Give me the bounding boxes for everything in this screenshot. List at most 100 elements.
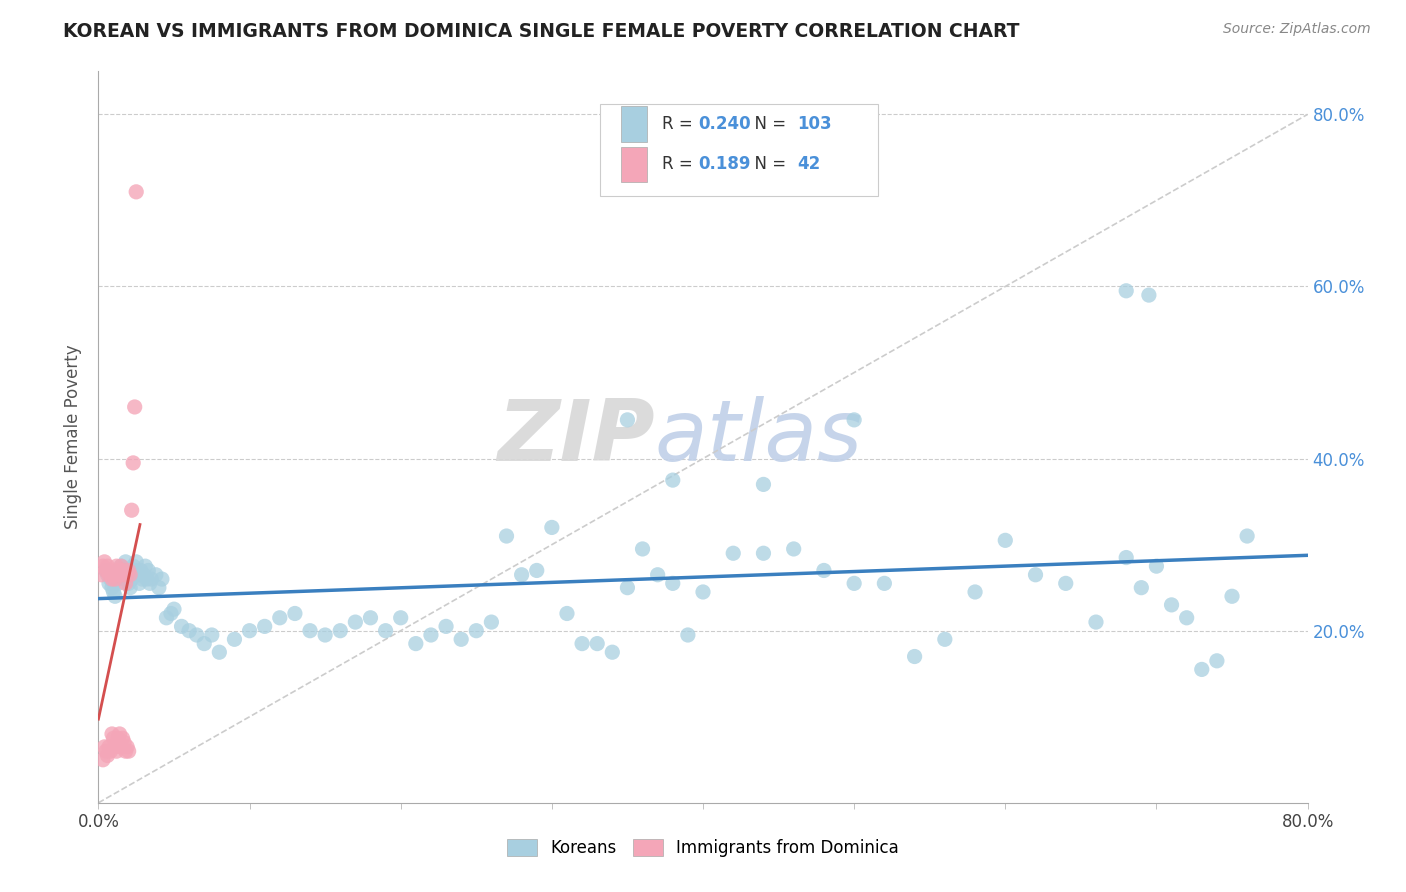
- Point: [120, 567, 142, 582]
- Point: [104, 589, 127, 603]
- Point: [101, 727, 124, 741]
- Point: [135, 572, 157, 586]
- Point: [253, 619, 276, 633]
- Point: [676, 628, 699, 642]
- Point: [284, 607, 307, 621]
- Point: [105, 744, 128, 758]
- Point: [752, 546, 775, 560]
- Point: [125, 185, 148, 199]
- Point: [844, 413, 866, 427]
- Point: [752, 477, 775, 491]
- Point: [96, 559, 118, 574]
- Point: [510, 567, 533, 582]
- Text: N =: N =: [744, 115, 792, 133]
- Point: [115, 567, 138, 582]
- Point: [160, 607, 183, 621]
- Point: [114, 744, 136, 758]
- Point: [420, 628, 443, 642]
- Y-axis label: Single Female Poverty: Single Female Poverty: [65, 345, 83, 529]
- Point: [661, 576, 683, 591]
- Point: [201, 628, 224, 642]
- Point: [540, 520, 562, 534]
- Point: [111, 564, 134, 578]
- Point: [118, 576, 141, 591]
- Point: [96, 567, 118, 582]
- Point: [495, 529, 517, 543]
- Point: [107, 576, 129, 591]
- Point: [269, 611, 291, 625]
- Point: [405, 637, 427, 651]
- Point: [571, 637, 593, 651]
- Point: [555, 607, 578, 621]
- Point: [994, 533, 1017, 548]
- Point: [450, 632, 472, 647]
- Point: [98, 739, 121, 754]
- Point: [125, 555, 148, 569]
- Text: ZIP: ZIP: [496, 395, 655, 479]
- Point: [526, 564, 548, 578]
- Text: Source: ZipAtlas.com: Source: ZipAtlas.com: [1223, 22, 1371, 37]
- Point: [481, 615, 503, 629]
- Point: [148, 581, 170, 595]
- Point: [118, 564, 141, 578]
- Point: [873, 576, 896, 591]
- Point: [389, 611, 412, 625]
- Point: [602, 645, 624, 659]
- Point: [105, 559, 128, 574]
- Point: [783, 541, 806, 556]
- Text: 103: 103: [797, 115, 832, 133]
- Point: [112, 735, 135, 749]
- Point: [1191, 662, 1213, 676]
- Point: [110, 559, 132, 574]
- Point: [344, 615, 367, 629]
- Point: [586, 637, 609, 651]
- Point: [108, 567, 131, 582]
- Point: [374, 624, 396, 638]
- Point: [1130, 581, 1153, 595]
- Point: [465, 624, 488, 638]
- Point: [111, 731, 134, 746]
- Point: [1085, 615, 1108, 629]
- Point: [114, 555, 136, 569]
- Point: [108, 567, 131, 582]
- Point: [101, 572, 124, 586]
- Point: [134, 559, 156, 574]
- Point: [93, 555, 115, 569]
- Point: [1206, 654, 1229, 668]
- Point: [193, 637, 215, 651]
- Point: [124, 400, 146, 414]
- Point: [94, 564, 117, 578]
- Point: [104, 572, 127, 586]
- Point: [723, 546, 745, 560]
- Point: [329, 624, 352, 638]
- Point: [122, 559, 145, 574]
- Point: [1220, 589, 1243, 603]
- FancyBboxPatch shape: [621, 147, 647, 182]
- Point: [100, 564, 122, 578]
- Point: [107, 564, 129, 578]
- Point: [314, 628, 336, 642]
- Point: [692, 585, 714, 599]
- Text: N =: N =: [744, 155, 792, 173]
- Point: [934, 632, 956, 647]
- Point: [103, 567, 125, 582]
- Point: [145, 567, 167, 582]
- Point: [208, 645, 231, 659]
- Point: [101, 581, 124, 595]
- Point: [90, 567, 112, 582]
- Point: [100, 744, 122, 758]
- Point: [91, 559, 114, 574]
- Point: [904, 649, 927, 664]
- Point: [360, 611, 382, 625]
- Point: [94, 744, 117, 758]
- Point: [91, 753, 114, 767]
- Point: [224, 632, 246, 647]
- Point: [114, 576, 136, 591]
- Point: [103, 731, 125, 746]
- Text: 42: 42: [797, 155, 821, 173]
- Point: [179, 624, 201, 638]
- Point: [121, 572, 143, 586]
- Point: [139, 576, 162, 591]
- Text: R =: R =: [662, 155, 697, 173]
- Point: [98, 576, 121, 591]
